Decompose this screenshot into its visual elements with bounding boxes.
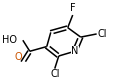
- Text: O: O: [14, 52, 22, 62]
- Text: Cl: Cl: [97, 29, 106, 39]
- Text: Cl: Cl: [50, 69, 59, 79]
- Text: HO: HO: [2, 35, 17, 45]
- Text: F: F: [69, 3, 75, 13]
- Text: N: N: [70, 46, 78, 56]
